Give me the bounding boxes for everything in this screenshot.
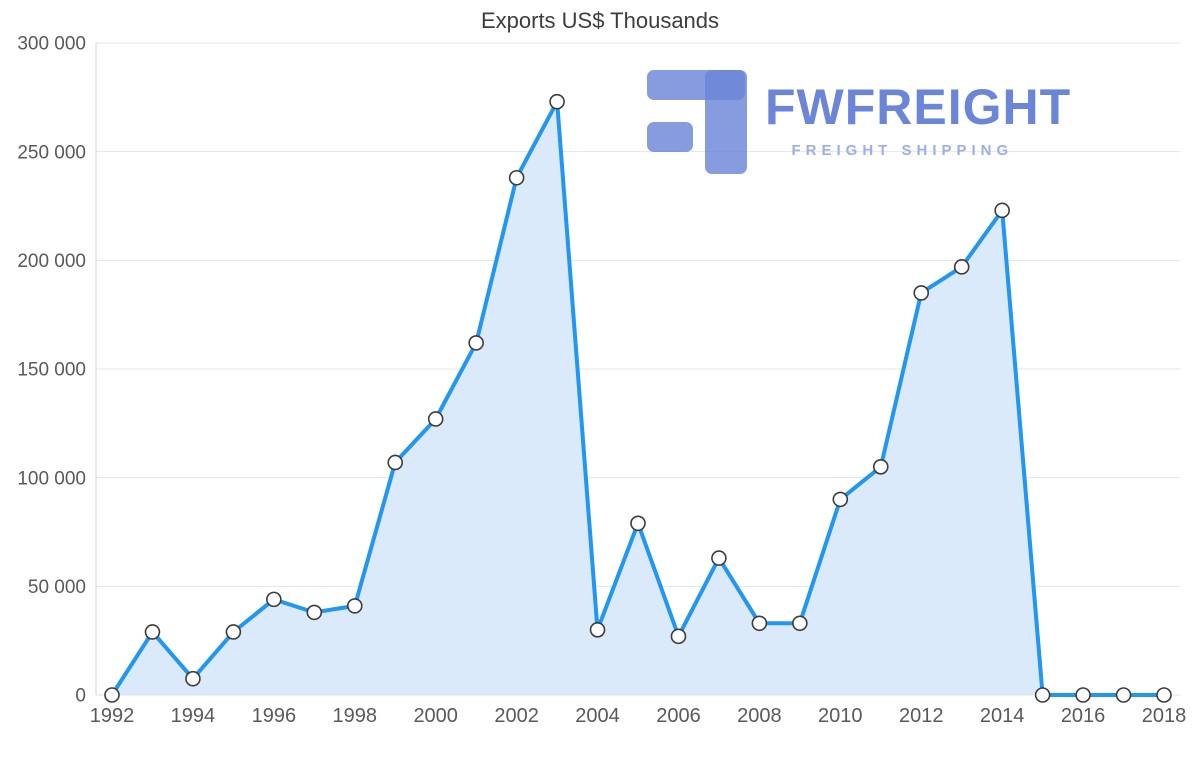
svg-text:2018: 2018	[1142, 705, 1187, 727]
svg-text:1994: 1994	[171, 705, 216, 727]
svg-text:2000: 2000	[413, 705, 458, 727]
svg-text:0: 0	[75, 686, 86, 707]
chart-title: Exports US$ Thousands	[480, 8, 720, 33]
svg-text:1992: 1992	[90, 705, 135, 727]
svg-text:2014: 2014	[980, 705, 1025, 727]
svg-text:300 000: 300 000	[17, 34, 86, 55]
svg-text:250 000: 250 000	[17, 142, 86, 163]
svg-text:1998: 1998	[333, 705, 378, 727]
svg-text:100 000: 100 000	[17, 468, 86, 489]
svg-text:2008: 2008	[737, 705, 782, 727]
svg-text:2012: 2012	[899, 705, 944, 727]
svg-text:2004: 2004	[575, 705, 620, 727]
svg-text:2002: 2002	[494, 705, 539, 727]
svg-text:2006: 2006	[656, 705, 701, 727]
svg-text:50 000: 50 000	[28, 577, 86, 598]
svg-text:2016: 2016	[1061, 705, 1106, 727]
svg-text:150 000: 150 000	[17, 360, 86, 381]
svg-text:200 000: 200 000	[17, 251, 86, 272]
svg-text:1996: 1996	[252, 705, 297, 727]
svg-text:2010: 2010	[818, 705, 863, 727]
